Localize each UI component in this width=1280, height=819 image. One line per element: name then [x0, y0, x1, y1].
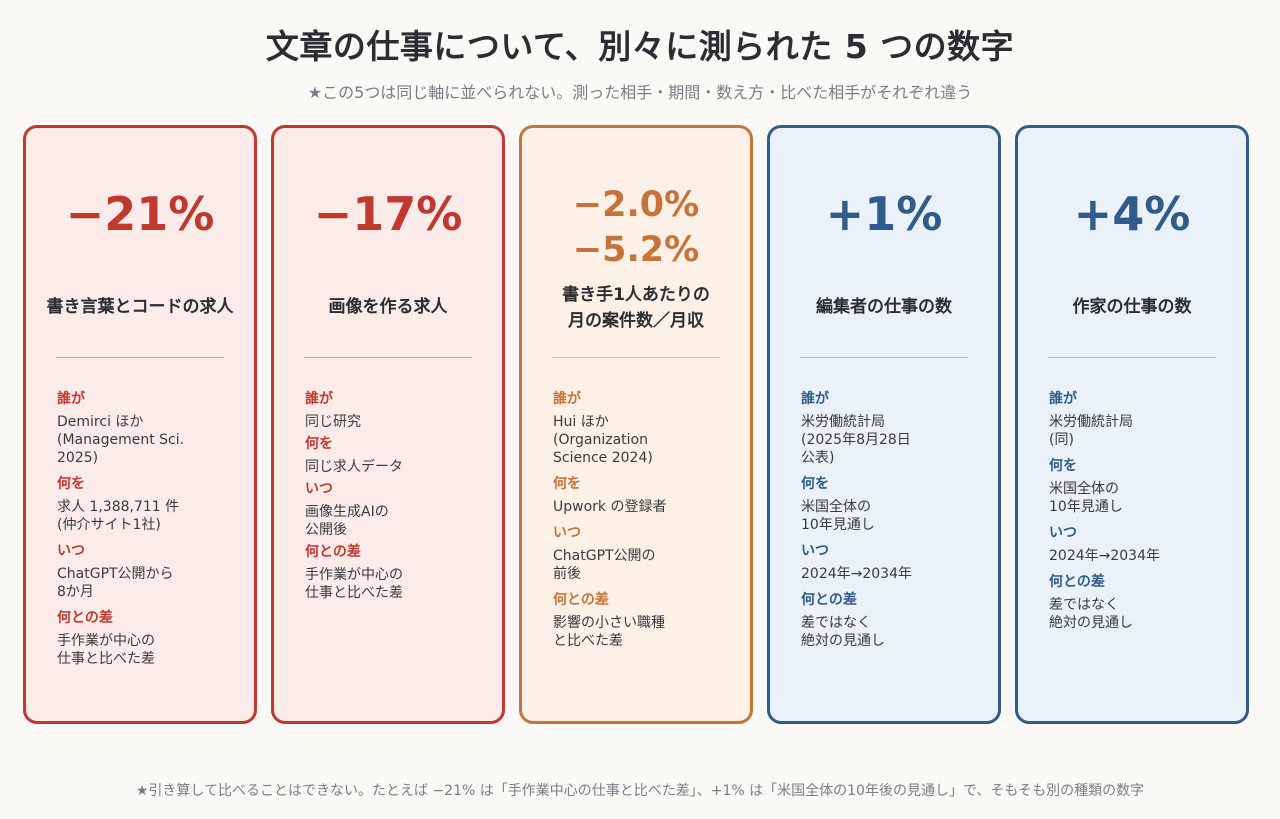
- detail-body-who: 米労働統計局 (同): [1049, 414, 1133, 448]
- card-label: 画像を作る求人: [328, 297, 448, 317]
- card-image-jobs: −17% 画像を作る求人 誰が 同じ研究 何を 同じ求人データ いつ 画像生成A…: [271, 125, 505, 724]
- page-title: 文章の仕事について、別々に測られた 5 つの数字: [265, 27, 1015, 66]
- detail-head-who: 誰が: [57, 391, 85, 407]
- card-divider: [800, 357, 968, 358]
- card-details: 誰が 同じ研究 何を 同じ求人データ いつ 画像生成AIの 公開後 何との差 手…: [305, 390, 494, 606]
- detail-head-who: 誰が: [801, 391, 829, 407]
- detail-head-who: 誰が: [1049, 391, 1077, 407]
- detail-body-when: 2024年→2034年: [1049, 548, 1160, 564]
- detail-body-what: 同じ求人データ: [305, 459, 403, 475]
- detail-body-who: Demirci ほか (Management Sci. 2025): [57, 414, 185, 466]
- detail-head-what: 何を: [553, 476, 581, 492]
- card-editor-jobs: +1% 編集者の仕事の数 誰が 米労働統計局 (2025年8月28日 公表) 何…: [767, 125, 1001, 724]
- detail-head-who: 誰が: [553, 391, 581, 407]
- detail-head-compare: 何との差: [57, 610, 113, 626]
- detail-body-compare: 差ではなく 絶対の見通し: [801, 615, 885, 649]
- card-figure: −2.0% −5.2%: [522, 183, 750, 273]
- footer-note: ★引き算して比べることはできない。たとえば −21% は「手作業中心の仕事と比べ…: [135, 783, 1145, 799]
- detail-head-compare: 何との差: [801, 592, 857, 608]
- detail-head-when: いつ: [57, 543, 85, 559]
- card-divider: [56, 357, 224, 358]
- detail-head-what: 何を: [1049, 458, 1077, 474]
- card-details: 誰が Demirci ほか (Management Sci. 2025) 何を …: [57, 390, 246, 676]
- detail-head-when: いつ: [1049, 525, 1077, 541]
- card-figure-income: −5.2%: [572, 230, 700, 270]
- detail-head-compare: 何との差: [305, 544, 361, 560]
- card-label: 作家の仕事の数: [1072, 297, 1192, 317]
- detail-body-when: 2024年→2034年: [801, 566, 912, 582]
- card-figure: +1%: [825, 187, 943, 241]
- card-writer-jobs: +4% 作家の仕事の数 誰が 米労働統計局 (同) 何を 米国全体の 10年見通…: [1015, 125, 1249, 724]
- detail-body-who: 同じ研究: [305, 414, 361, 430]
- card-divider: [304, 357, 472, 358]
- detail-body-when: ChatGPT公開の 前後: [553, 548, 656, 582]
- detail-body-compare: 手作業が中心の 仕事と比べた差: [57, 633, 155, 667]
- detail-body-when: ChatGPT公開から 8か月: [57, 566, 174, 600]
- detail-head-compare: 何との差: [553, 592, 609, 608]
- card-label-line2: 月の案件数／月収: [568, 311, 704, 331]
- card-details: 誰が 米労働統計局 (2025年8月28日 公表) 何を 米国全体の 10年見通…: [801, 390, 990, 658]
- card-figure: +4%: [1073, 187, 1191, 241]
- card-divider: [552, 357, 720, 358]
- detail-head-what: 何を: [801, 476, 829, 492]
- detail-body-what: 求人 1,388,711 件 (仲介サイト1社): [57, 499, 180, 533]
- detail-head-when: いつ: [553, 525, 581, 541]
- card-label-line1: 書き手1人あたりの: [562, 285, 710, 305]
- detail-head-compare: 何との差: [1049, 574, 1105, 590]
- detail-body-what: 米国全体の 10年見通し: [1049, 481, 1123, 515]
- detail-body-compare: 差ではなく 絶対の見通し: [1049, 597, 1133, 631]
- card-writing-code-jobs: −21% 書き言葉とコードの求人 誰が Demirci ほか (Manageme…: [23, 125, 257, 724]
- detail-body-when: 画像生成AIの 公開後: [305, 504, 389, 538]
- detail-body-what: 米国全体の 10年見通し: [801, 499, 875, 533]
- card-writer-gigs-income: −2.0% −5.2% 書き手1人あたりの 月の案件数／月収 誰が Hui ほか…: [519, 125, 753, 724]
- card-details: 誰が Hui ほか (Organization Science 2024) 何を…: [553, 390, 742, 658]
- card-figure-gigs: −2.0%: [572, 185, 700, 225]
- page-subtitle: ★この5つは同じ軸に並べられない。測った相手・期間・数え方・比べた相手がそれぞれ…: [307, 83, 973, 102]
- detail-head-what: 何を: [57, 476, 85, 492]
- detail-body-who: 米労働統計局 (2025年8月28日 公表): [801, 414, 911, 466]
- card-label: 書き手1人あたりの 月の案件数／月収: [532, 282, 740, 334]
- card-divider: [1048, 357, 1216, 358]
- detail-body-who: Hui ほか (Organization Science 2024): [553, 414, 653, 466]
- detail-body-what: Upwork の登録者: [553, 499, 667, 515]
- card-figure: −17%: [313, 187, 463, 241]
- detail-head-when: いつ: [305, 481, 333, 497]
- card-figure: −21%: [65, 187, 215, 241]
- detail-body-compare: 手作業が中心の 仕事と比べた差: [305, 567, 403, 601]
- detail-body-compare: 影響の小さい職種 と比べた差: [553, 615, 665, 649]
- card-details: 誰が 米労働統計局 (同) 何を 米国全体の 10年見通し いつ 2024年→2…: [1049, 390, 1238, 640]
- card-label: 編集者の仕事の数: [816, 297, 952, 317]
- card-label: 書き言葉とコードの求人: [46, 297, 234, 317]
- detail-head-who: 誰が: [305, 391, 333, 407]
- detail-head-what: 何を: [305, 436, 333, 452]
- detail-head-when: いつ: [801, 543, 829, 559]
